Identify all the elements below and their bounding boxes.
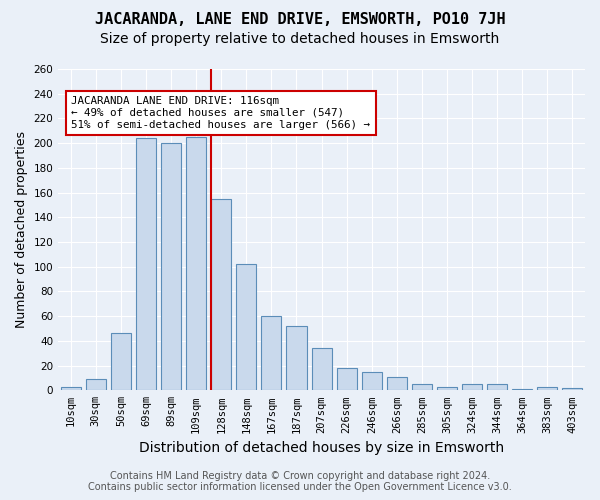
Bar (61, 386, 81, 390)
Bar (186, 137, 206, 390)
Bar (512, 389, 532, 390)
Bar (462, 384, 482, 390)
Text: JACARANDA LANE END DRIVE: 116sqm
← 49% of detached houses are smaller (547)
51% : JACARANDA LANE END DRIVE: 116sqm ← 49% o… (71, 96, 370, 130)
Bar (311, 348, 332, 391)
Bar (437, 386, 457, 390)
Bar (211, 199, 231, 390)
Bar (337, 368, 357, 390)
Bar (362, 372, 382, 390)
Bar (161, 143, 181, 390)
Bar (236, 264, 256, 390)
Bar (562, 388, 583, 390)
Bar (286, 326, 307, 390)
Bar (262, 316, 281, 390)
Text: JACARANDA, LANE END DRIVE, EMSWORTH, PO10 7JH: JACARANDA, LANE END DRIVE, EMSWORTH, PO1… (95, 12, 505, 28)
Bar (412, 384, 432, 390)
Bar (86, 379, 106, 390)
Bar (111, 334, 131, 390)
Text: Size of property relative to detached houses in Emsworth: Size of property relative to detached ho… (100, 32, 500, 46)
Bar (136, 138, 156, 390)
X-axis label: Distribution of detached houses by size in Emsworth: Distribution of detached houses by size … (139, 441, 504, 455)
Bar (387, 376, 407, 390)
Bar (487, 384, 507, 390)
Bar (538, 386, 557, 390)
Text: Contains HM Land Registry data © Crown copyright and database right 2024.
Contai: Contains HM Land Registry data © Crown c… (88, 471, 512, 492)
Y-axis label: Number of detached properties: Number of detached properties (15, 131, 28, 328)
